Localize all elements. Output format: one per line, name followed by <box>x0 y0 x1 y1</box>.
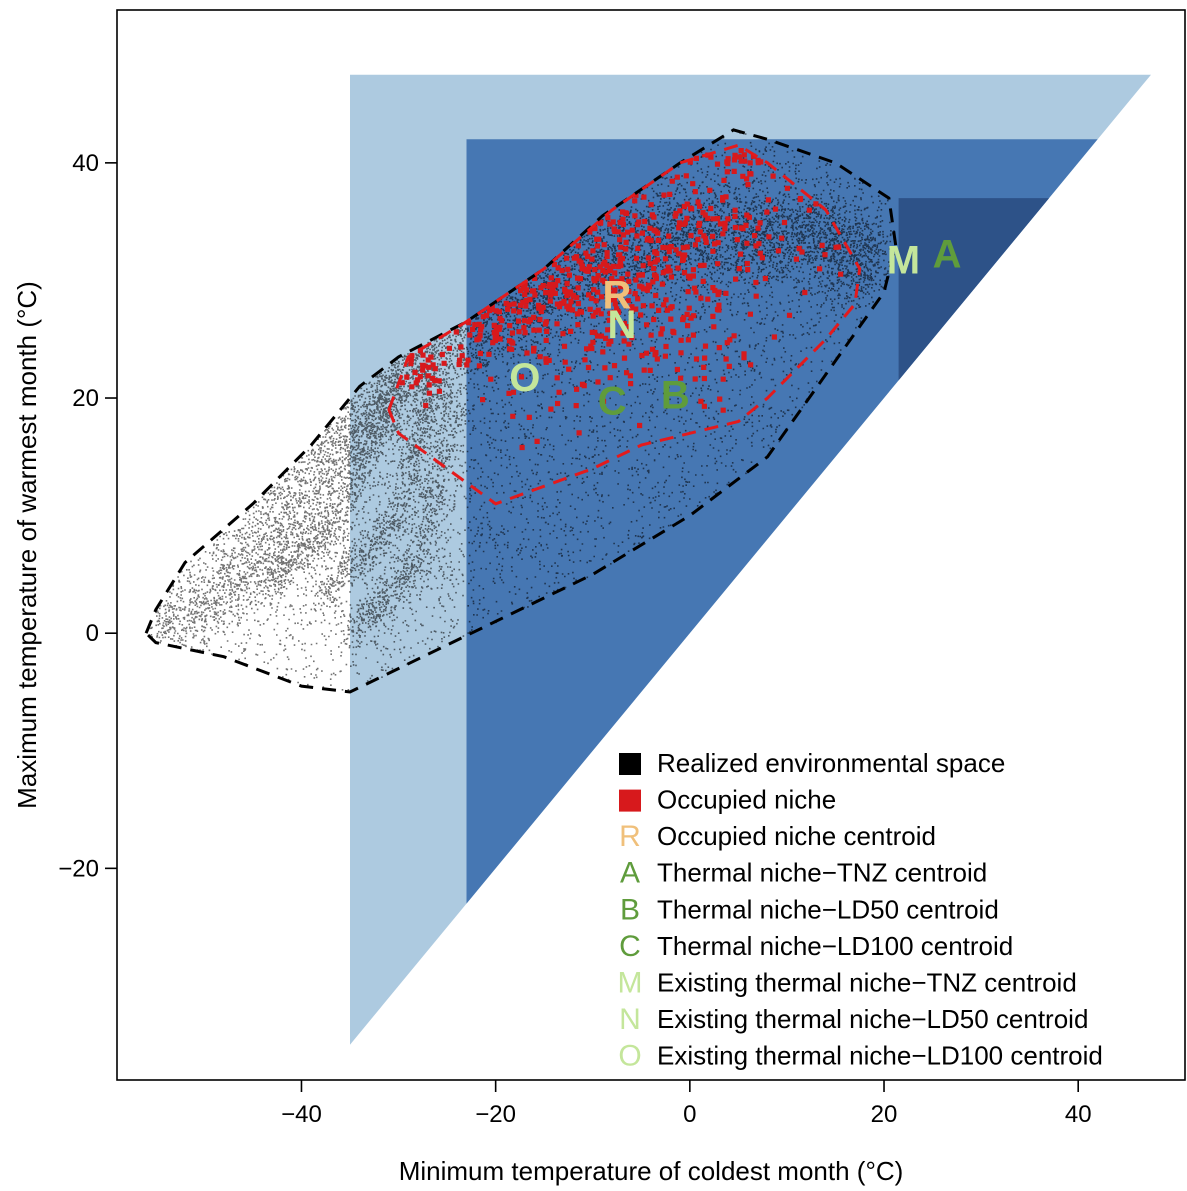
centroid-m: M <box>887 238 920 282</box>
x-tick-label: −20 <box>475 1101 516 1128</box>
legend-swatch <box>619 789 641 812</box>
thermal-niche-regions <box>350 74 1151 1045</box>
legend-entry: N Existing thermal niche−LD50 centroid <box>619 1003 1088 1036</box>
x-tick-label: 40 <box>1065 1101 1092 1128</box>
y-tick-label: 40 <box>72 150 99 177</box>
legend: Realized environmental space Occupied nic… <box>618 748 1103 1073</box>
realized-space-dots <box>149 132 895 693</box>
legend-entry: C Thermal niche−LD100 centroid <box>619 930 1013 963</box>
centroid-b: B <box>661 374 690 418</box>
legend-label: Occupied niche <box>657 784 836 814</box>
centroid-a: A <box>933 232 962 276</box>
occupied-niche-hull <box>387 143 862 506</box>
legend-swatch <box>619 753 641 775</box>
x-tick-label: 20 <box>871 1101 898 1128</box>
realized-space-hull <box>144 128 898 694</box>
centroid-labels: RN O C B M A <box>509 232 961 423</box>
x-axis-title: Minimum temperature of coldest month (°C… <box>399 1156 904 1186</box>
legend-label: Thermal niche−TNZ centroid <box>657 858 987 888</box>
legend-symbol: N <box>619 1003 641 1036</box>
legend-symbol: B <box>620 893 640 926</box>
centroid-r: R <box>603 274 632 318</box>
y-tick-label: −20 <box>58 855 99 882</box>
centroid-n: N <box>607 303 636 347</box>
x-tick-label: −40 <box>281 1101 322 1128</box>
legend-symbol: A <box>620 857 640 890</box>
legend-entry: B Thermal niche−LD50 centroid <box>620 893 999 926</box>
legend-entry: Realized environmental space <box>619 748 1005 778</box>
plot-frame <box>116 9 1186 1081</box>
legend-label: Thermal niche−LD100 centroid <box>657 931 1013 961</box>
x-tick-label: 0 <box>683 1101 696 1128</box>
niche-hulls <box>144 128 898 694</box>
x-axis: −40 −20 0 20 40 <box>281 1080 1092 1128</box>
y-tick-label: 0 <box>86 620 99 647</box>
y-tick-label: 20 <box>72 385 99 412</box>
legend-entry: M Existing thermal niche−TNZ centroid <box>618 967 1077 1000</box>
y-axis-title: Maximum temperature of warmest month (°C… <box>12 281 42 809</box>
legend-label: Existing thermal niche−TNZ centroid <box>657 967 1077 997</box>
legend-entry: R Occupied niche centroid <box>619 820 936 853</box>
legend-label: Thermal niche−LD50 centroid <box>657 894 999 924</box>
legend-label: Existing thermal niche−LD100 centroid <box>657 1041 1103 1071</box>
y-axis: −20 0 20 40 <box>58 150 117 882</box>
legend-entry: A Thermal niche−TNZ centroid <box>620 857 987 890</box>
legend-label: Realized environmental space <box>657 748 1005 778</box>
centroid-o: O <box>509 356 540 400</box>
legend-entry: O Existing thermal niche−LD100 centroid <box>618 1040 1103 1073</box>
legend-symbol: M <box>618 967 643 1000</box>
legend-symbol: R <box>619 820 641 853</box>
legend-entry: Occupied niche <box>619 784 836 814</box>
legend-symbol: C <box>619 930 641 963</box>
region-thermal-niche-tnz <box>898 198 1050 381</box>
legend-label: Existing thermal niche−LD50 centroid <box>657 1004 1088 1034</box>
legend-symbol: O <box>618 1040 641 1073</box>
legend-label: Occupied niche centroid <box>657 821 936 851</box>
realized-environmental-space-points <box>149 132 895 693</box>
centroid-c: C <box>598 379 627 423</box>
